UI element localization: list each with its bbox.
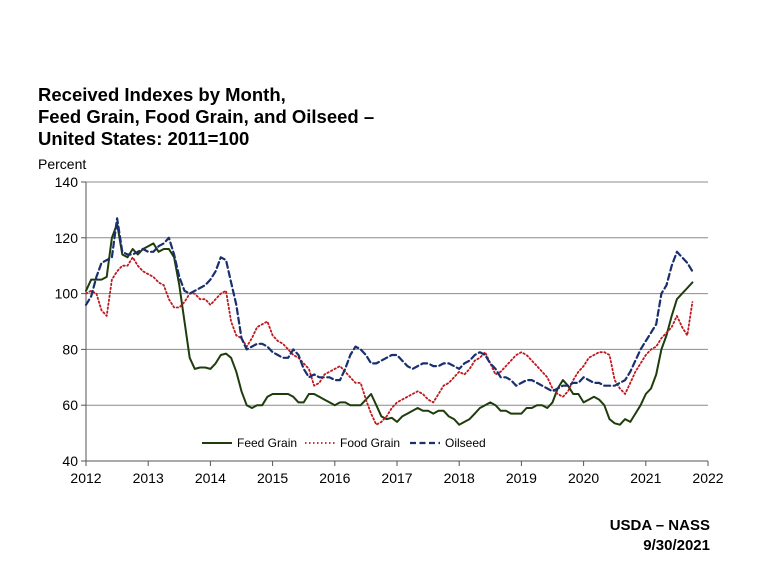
x-tick-label: 2020	[568, 470, 599, 486]
x-tick-label: 2021	[630, 470, 661, 486]
chart-title-line-3: United States: 2011=100	[38, 128, 250, 149]
axes	[81, 181, 709, 466]
x-tick-label: 2017	[381, 470, 412, 486]
series-food-grain	[85, 256, 694, 426]
source-date: 9/30/2021	[643, 537, 710, 554]
legend-label: Oilseed	[445, 436, 486, 450]
x-tick-label: 2015	[257, 470, 288, 486]
chart-title-line-2: Feed Grain, Food Grain, and Oilseed –	[38, 106, 375, 127]
y-axis-label: Percent	[38, 156, 87, 172]
tick-labels: 40 60 80 100 120 140 2012 2013 2014 2015 2016 2017 2…	[55, 174, 724, 486]
x-tick-label: 2014	[195, 470, 226, 486]
source-agency: USDA – NASS	[609, 517, 710, 534]
y-tick-label: 140	[55, 174, 79, 190]
x-tick-label: 2013	[133, 470, 164, 486]
source-note: USDA – NASS 9/30/2021	[610, 516, 710, 556]
series-lines	[84, 217, 694, 426]
y-tick-label: 60	[62, 397, 78, 413]
x-tick-label: 2012	[70, 470, 101, 486]
y-tick-label: 100	[55, 286, 79, 302]
x-tick-label: 2016	[319, 470, 350, 486]
y-tick-label: 120	[55, 230, 79, 246]
series-oilseed	[84, 217, 694, 393]
legend-label: Food Grain	[340, 436, 400, 450]
y-tick-label: 80	[62, 341, 78, 357]
series-feed-grain	[85, 222, 694, 426]
legend-label: Feed Grain	[237, 436, 297, 450]
legend: Feed Grain Food Grain Oilseed	[202, 436, 486, 450]
x-tick-label: 2019	[506, 470, 537, 486]
gridlines	[86, 181, 708, 406]
x-tick-label: 2018	[444, 470, 475, 486]
x-tick-label: 2022	[692, 470, 723, 486]
chart-title: Received Indexes by Month, Feed Grain, F…	[38, 84, 458, 150]
chart-title-line-1: Received Indexes by Month,	[38, 84, 286, 105]
y-tick-label: 40	[62, 453, 78, 469]
